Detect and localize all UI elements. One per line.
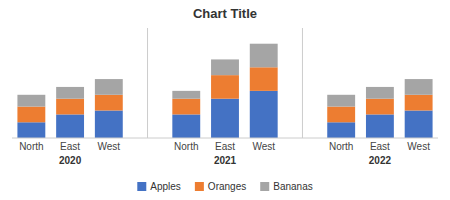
bar-segment — [405, 111, 433, 139]
legend-label: Oranges — [208, 181, 246, 192]
bar-segment — [17, 122, 45, 138]
bar-segment — [56, 87, 84, 99]
x-tick-label: North — [174, 141, 198, 152]
bar-segment — [95, 79, 123, 95]
bar-segment — [366, 99, 394, 115]
bar-segment — [172, 114, 200, 138]
x-axis-line — [12, 138, 438, 139]
legend-swatch — [195, 182, 204, 191]
group-label: 2021 — [214, 155, 237, 166]
chart-title: Chart Title — [193, 6, 257, 21]
bar-segment — [366, 114, 394, 138]
bar-segment — [17, 95, 45, 107]
legend-swatch — [137, 182, 146, 191]
legend-swatch — [260, 182, 269, 191]
bar-segment — [250, 44, 278, 68]
bar-segment — [95, 111, 123, 139]
bar-segment — [56, 114, 84, 138]
x-tick-label: North — [19, 141, 43, 152]
bar-segment — [17, 107, 45, 123]
bar-segment — [56, 99, 84, 115]
bar-segment — [327, 122, 355, 138]
bar-segment — [250, 67, 278, 91]
bar-segment — [172, 91, 200, 99]
bar-segment — [366, 87, 394, 99]
x-tick-label: East — [215, 141, 235, 152]
x-tick-label: West — [407, 141, 430, 152]
x-tick-label: East — [370, 141, 390, 152]
bar-segment — [211, 59, 239, 75]
bar-segment — [95, 95, 123, 111]
bar-segment — [327, 107, 355, 123]
bar-segment — [211, 75, 239, 99]
legend-item: Apples — [137, 181, 181, 192]
bar-segment — [250, 91, 278, 138]
x-tick-label: North — [329, 141, 353, 152]
x-tick-label: West — [252, 141, 275, 152]
group-separator — [147, 28, 148, 138]
group-label: 2020 — [59, 155, 82, 166]
bar-segment — [405, 79, 433, 95]
legend-item: Bananas — [260, 181, 312, 192]
group-separator — [302, 28, 303, 138]
bar-segment — [172, 99, 200, 115]
x-tick-label: East — [60, 141, 80, 152]
group-label: 2022 — [369, 155, 392, 166]
legend-label: Apples — [150, 181, 181, 192]
legend: Apples Oranges Bananas — [137, 181, 312, 192]
legend-label: Bananas — [273, 181, 312, 192]
chart: Chart Title North East West North East West Nor… — [0, 0, 450, 200]
bar-segment — [327, 95, 355, 107]
x-tick-label: West — [98, 141, 121, 152]
legend-item: Oranges — [195, 181, 246, 192]
bars — [17, 44, 432, 138]
bar-segment — [211, 99, 239, 138]
bar-segment — [405, 95, 433, 111]
